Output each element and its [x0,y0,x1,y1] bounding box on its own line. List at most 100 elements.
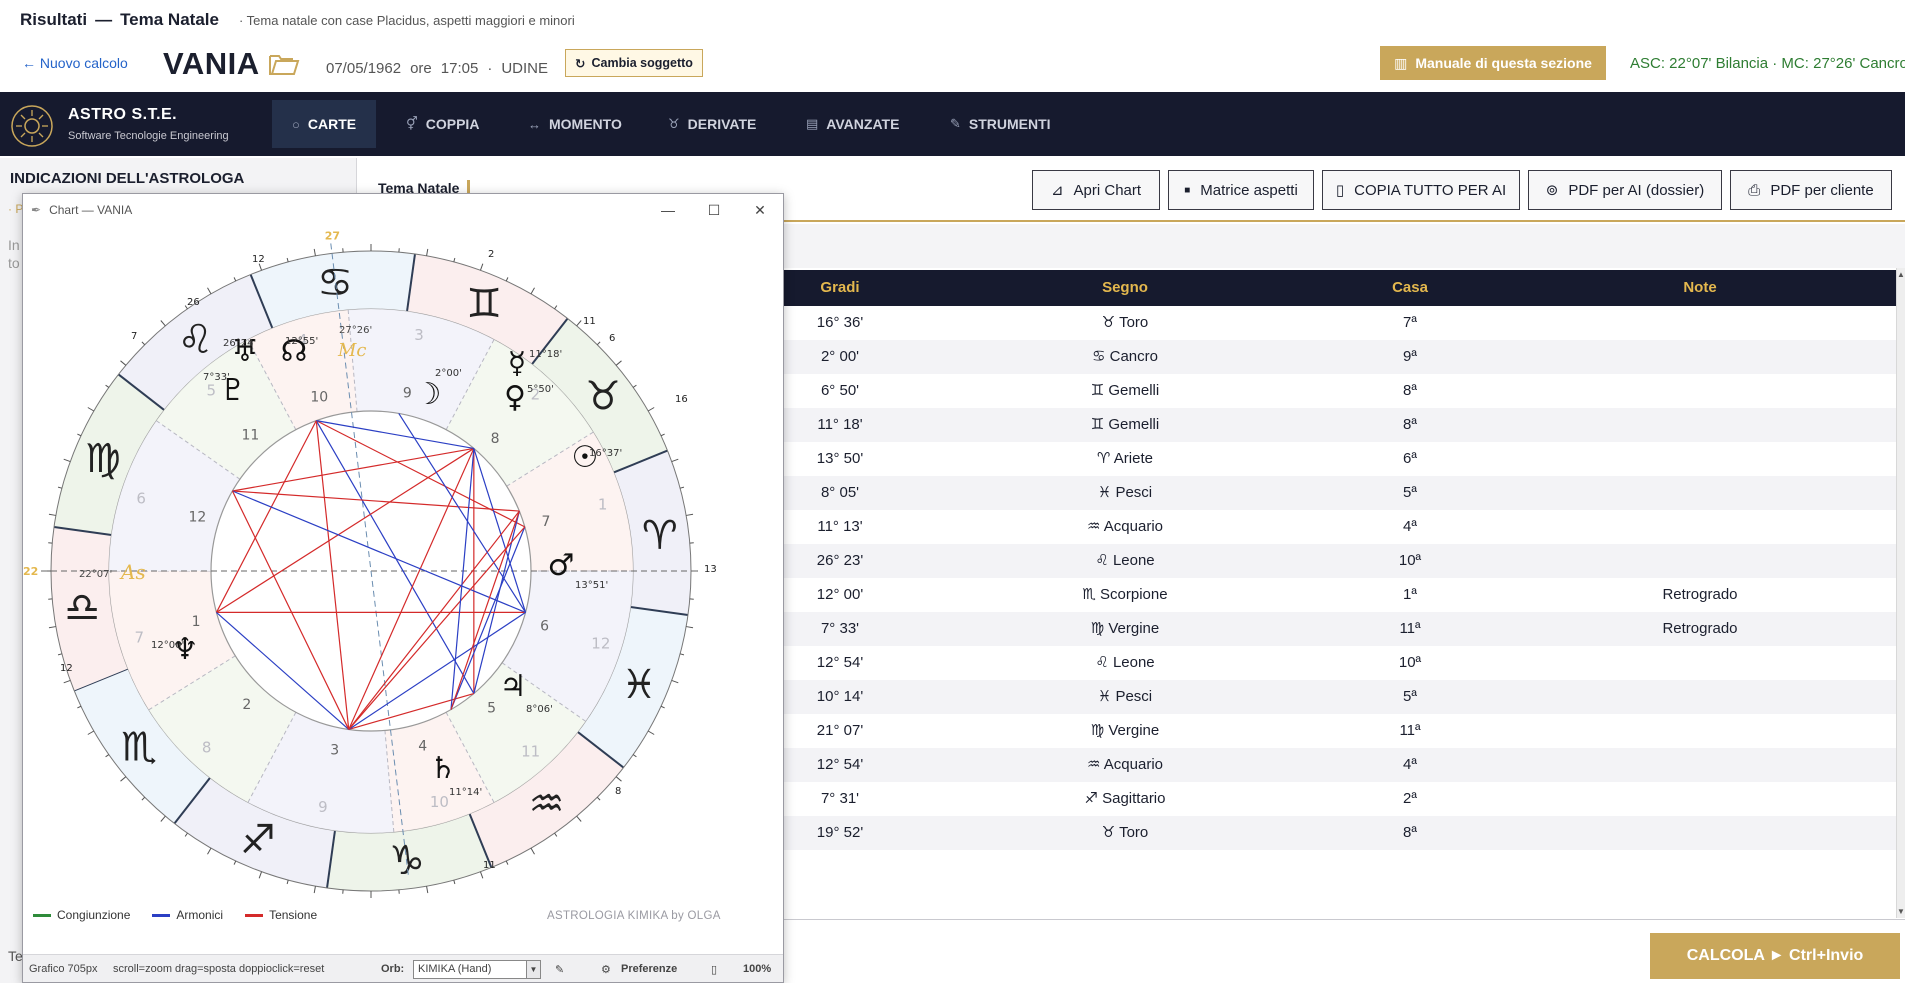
degree-tick [141,796,146,801]
astrologer-notes-text[interactable]: In to [8,237,20,271]
table-row[interactable]: 12° 00' ♏ Scorpione 1ª Retrogrado [780,578,1896,612]
planet-degree-label: 8°06' [526,704,553,715]
planet-degree-label: 26°24' [223,338,256,349]
aspect-matrix-button[interactable]: ■ Matrice aspetti [1168,170,1314,210]
table-row[interactable]: 16° 36' ♉ Toro 7ª [780,306,1896,340]
maximize-icon[interactable]: ☐ [707,201,721,218]
info-dot: · [487,60,493,77]
sign-sector [118,274,273,411]
table-row[interactable]: 26° 23' ♌ Leone 10ª [780,544,1896,578]
minimize-icon[interactable]: — [661,202,675,218]
scroll-up-icon[interactable]: ▲ [1897,270,1905,279]
house-sector [247,712,394,833]
table-cell [1600,748,1800,782]
pdf-ai-button[interactable]: ⊚ PDF per AI (dossier) [1528,170,1722,210]
close-icon[interactable]: ✕ [754,201,766,218]
image-icon: ▤ [806,116,819,131]
table-row[interactable]: 12° 54' ♌ Leone 10ª [780,646,1896,680]
planet-degree-label: 5°50' [527,384,554,395]
orb-select[interactable]: KIMIKA (Hand) ▼ [413,960,541,979]
table-cell: 8ª [1403,382,1417,399]
col-segno: Segno [1102,279,1148,296]
page-subtitle: Tema Natale [120,10,219,29]
subject-info: 07/05/1962 ore 17:05 · UDINE [326,60,557,77]
house-number: 2 [242,697,251,713]
house-number-outer: 12 [591,634,610,652]
nav-tab-momento[interactable]: ↔ MOMENTO [508,100,642,148]
arrows-icon: ↔ [528,116,541,132]
house-cusp [445,339,495,430]
degree-tick [576,815,582,822]
nav-tab-coppia[interactable]: ⚥ COPPIA [386,100,499,148]
calculate-button[interactable]: CALCOLA ► Ctrl+Invio [1650,933,1900,979]
chart-window[interactable]: ✒ Chart — VANIA — ☐ ✕ ♎ ♍ ♌ ♋ ♊ ♉ ♈ ♓ ♒ ♑ ♐ ♏ 7 1 8 2 9 3… [22,193,784,983]
table-row[interactable]: 21° 07' ♍ Vergine 11ª [780,714,1896,748]
sign-sector [531,318,668,473]
sign-sector [174,777,335,888]
folder-icon[interactable] [268,50,300,78]
house-number-outer: 3 [414,326,424,344]
table-cell: 12° 54' [816,756,864,773]
tab-tema-natale[interactable]: Tema Natale [378,180,471,200]
page-icon: ▯ [711,964,718,976]
cusp-degree-label: 2 [488,249,494,260]
degree-tick [258,871,263,879]
table-cell: ♉ Toro [1101,824,1149,841]
table-scrollbar[interactable]: ▲ ▼ [1896,268,1905,918]
table-row[interactable]: 10° 14' ♓ Pesci 5ª [780,680,1896,714]
aspect-line [398,413,527,613]
results-toolbar: Tema Natale ⊿ Apri Chart ■ Matrice aspet… [358,158,1905,222]
change-subject-label: Cambia soggetto [591,56,693,70]
nav-tab-derivate[interactable]: ♉ DERIVATE [648,100,776,148]
brand: ASTRO S.T.E. Software Tecnologie Enginee… [68,106,229,142]
degree-tick [647,730,655,735]
table-cell: 7ª [1403,314,1417,331]
degree-tick [479,871,484,879]
table-cell: Retrogrado [1662,586,1738,603]
nav-tab-avanzate[interactable]: ▤ AVANZATE [786,100,919,148]
table-cell: 2° 00' [820,348,860,365]
sign-boundary [531,317,569,365]
scroll-down-icon[interactable]: ▼ [1897,907,1905,916]
table-row[interactable]: 6° 50' ♊ Gemelli 8ª [780,374,1896,408]
chart-window-titlebar[interactable]: ✒ Chart — VANIA [23,194,783,226]
table-row[interactable]: 11° 18' ♊ Gemelli 8ª [780,408,1896,442]
gear-icon[interactable]: ⚙ [601,964,611,976]
sign-sector [74,669,211,824]
house-sector [348,309,495,430]
table-row[interactable]: 19° 52' ♉ Toro 8ª [780,816,1896,850]
nav-tab-strumenti[interactable]: ✎ STRUMENTI [930,100,1071,148]
new-calc-link[interactable]: ← Nuovo calcolo [22,55,128,71]
nav-tab-label: STRUMENTI [968,116,1051,132]
planet-glyph-icon: ☿ [508,346,526,381]
pen-icon[interactable]: ✎ [555,964,565,976]
table-row[interactable]: 12° 54' ♒ Acquario 4ª [780,748,1896,782]
table-divider [780,919,1905,920]
zodiac-sign-icon: ♈ [642,513,678,559]
table-row[interactable]: 2° 00' ♋ Cancro 9ª [780,340,1896,374]
house-number-outer: 9 [318,798,328,816]
pdf-client-button[interactable]: ⎙ PDF per cliente [1730,170,1892,210]
preferences-button[interactable]: Preferenze [621,963,678,975]
copy-all-ai-button[interactable]: ▯ COPIA TUTTO PER AI [1322,170,1520,210]
sign-boundary [630,606,689,616]
table-cell: 10ª [1398,654,1422,671]
chevron-down-icon[interactable]: ▼ [526,961,540,978]
table-cell: 10ª [1398,552,1422,569]
table-cell: ♓ Pesci [1097,484,1153,501]
aspect-line [450,448,475,710]
chart-window-title: Chart — VANIA [49,203,133,217]
asc-mc-readout: ASC: 22°07' Bilancia · MC: 27°26' Cancro [1630,55,1905,72]
table-row[interactable]: 11° 13' ♒ Acquario 4ª [780,510,1896,544]
manual-button[interactable]: ▥ Manuale di questa sezione [1380,46,1606,80]
table-row[interactable]: 13° 50' ♈ Ariete 6ª [780,442,1896,476]
table-row[interactable]: 7° 31' ♐ Sagittario 2ª [780,782,1896,816]
nav-tab-carte[interactable]: ○ CARTE [272,100,377,148]
change-subject-button[interactable]: ↻ Cambia soggetto [565,49,703,77]
degree-tick [615,776,622,782]
open-chart-button[interactable]: ⊿ Apri Chart [1032,170,1160,210]
table-row[interactable]: 8° 05' ♓ Pesci 5ª [780,476,1896,510]
table-row[interactable]: 7° 33' ♍ Vergine 11ª Retrogrado [780,612,1896,646]
zoom-level: 100% [743,963,772,975]
